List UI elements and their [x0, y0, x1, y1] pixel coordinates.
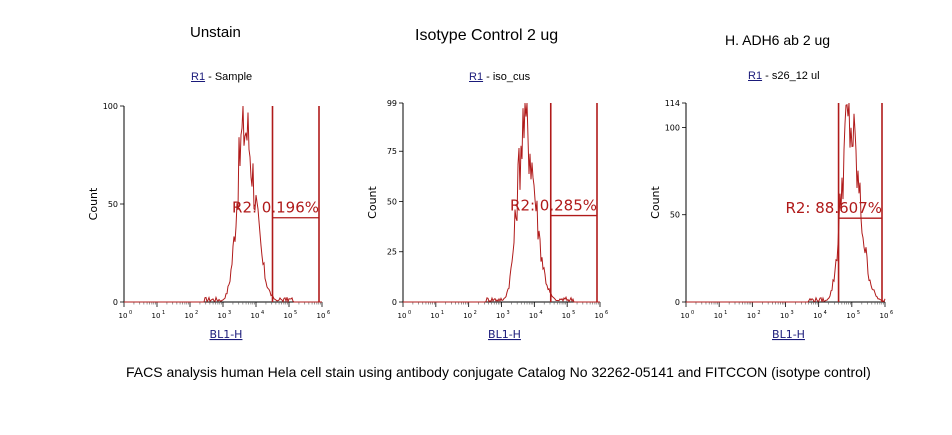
panel-title-adh6: H. ADH6 ab 2 ug: [725, 32, 831, 48]
x-tick-exponent: 0: [691, 310, 694, 316]
x-tick-exponent: 4: [261, 310, 264, 316]
x-tick-label: 10: [880, 312, 889, 320]
y-tick-label: 0: [392, 298, 397, 307]
x-tick-exponent: 6: [605, 310, 608, 316]
x-tick-exponent: 2: [195, 310, 198, 316]
x-tick-label: 10: [813, 312, 822, 320]
panel-title-unstain: Unstain: [190, 24, 241, 41]
x-tick-label: 10: [185, 312, 194, 320]
x-tick-label: 10: [595, 312, 604, 320]
x-tick-exponent: 4: [824, 310, 827, 316]
x-tick-label: 10: [747, 312, 756, 320]
y-tick-label: 50: [670, 211, 680, 220]
x-tick-label: 10: [430, 312, 439, 320]
gate-label-3: R1 - s26_12 ul: [748, 70, 820, 82]
y-axis-label: Count: [87, 187, 100, 220]
gate-name: - iso_cus: [483, 71, 531, 83]
x-tick-exponent: 2: [474, 310, 477, 316]
x-tick-label: 10: [529, 312, 538, 320]
x-tick-label: 10: [398, 312, 407, 320]
y-tick-label: 25: [387, 248, 397, 257]
histogram-trace: [686, 102, 886, 303]
gate-name: - Sample: [205, 71, 253, 83]
y-tick-label: 99: [387, 99, 397, 108]
x-tick-exponent: 0: [408, 310, 411, 316]
x-tick-exponent: 5: [294, 310, 297, 316]
histogram-panel-2: 10 0 10 1 10 2 10 3 10 4 10 5 10 6025507599CountBL1-H…: [366, 99, 608, 341]
x-tick-exponent: 1: [724, 310, 727, 316]
x-tick-label: 10: [714, 312, 723, 320]
gate-percentage-label: R2: 0.285%: [510, 197, 597, 215]
y-tick-label: 75: [387, 147, 397, 156]
y-tick-label: 0: [113, 298, 118, 307]
gate-link-r1[interactable]: R1: [469, 71, 484, 83]
histogram-trace: [403, 102, 600, 303]
gate-label-2: R1 - iso_cus: [469, 71, 530, 83]
y-tick-label: 50: [108, 200, 118, 209]
x-tick-exponent: 4: [539, 310, 542, 316]
x-tick-exponent: 1: [441, 310, 444, 316]
gate-link-r1[interactable]: R1: [748, 70, 763, 82]
x-tick-label: 10: [780, 312, 789, 320]
x-tick-label: 10: [284, 312, 293, 320]
x-tick-exponent: 6: [890, 310, 893, 316]
histogram-panel-1: 10 0 10 1 10 2 10 3 10 4 10 5 10 6050100CountBL1-HR2:…: [87, 102, 330, 341]
x-tick-label: 10: [317, 312, 326, 320]
x-axis-label: BL1-H: [488, 328, 521, 341]
x-tick-label: 10: [562, 312, 571, 320]
y-axis-label: Count: [366, 185, 379, 218]
y-tick-label: 100: [665, 123, 680, 132]
x-axis-label: BL1-H: [772, 328, 805, 341]
x-tick-exponent: 5: [572, 310, 575, 316]
x-tick-label: 10: [496, 312, 505, 320]
histogram-trace: [124, 105, 322, 304]
x-tick-label: 10: [463, 312, 472, 320]
gate-label-1: R1 - Sample: [191, 71, 252, 83]
y-axis-label: Count: [649, 185, 662, 218]
x-tick-label: 10: [681, 312, 690, 320]
gate-link-r1[interactable]: R1: [191, 71, 206, 83]
x-tick-exponent: 6: [327, 310, 330, 316]
y-tick-label: 0: [675, 298, 680, 307]
gate-percentage-label: R2: 88.607%: [785, 199, 882, 217]
x-tick-exponent: 3: [228, 310, 231, 316]
x-tick-exponent: 3: [791, 310, 794, 316]
y-tick-label: 114: [665, 99, 680, 108]
gate-name: - s26_12 ul: [762, 70, 820, 82]
x-tick-label: 10: [152, 312, 161, 320]
panel-title-isotype: Isotype Control 2 ug: [415, 27, 559, 44]
x-tick-label: 10: [251, 312, 260, 320]
x-tick-exponent: 0: [129, 310, 132, 316]
y-tick-label: 50: [387, 197, 397, 206]
x-tick-label: 10: [119, 312, 128, 320]
x-tick-label: 10: [218, 312, 227, 320]
figure-caption: FACS analysis human Hela cell stain usin…: [126, 364, 871, 380]
x-tick-exponent: 3: [507, 310, 510, 316]
x-axis-label: BL1-H: [210, 328, 243, 341]
gate-percentage-label: R2: 0.196%: [232, 199, 319, 217]
x-tick-exponent: 1: [162, 310, 165, 316]
y-tick-label: 100: [103, 102, 118, 111]
histogram-panel-3: 10 0 10 1 10 2 10 3 10 4 10 5 10 6050100114CountBL1-H…: [649, 99, 893, 341]
x-tick-exponent: 2: [757, 310, 760, 316]
x-tick-exponent: 5: [857, 310, 860, 316]
x-tick-label: 10: [846, 312, 855, 320]
